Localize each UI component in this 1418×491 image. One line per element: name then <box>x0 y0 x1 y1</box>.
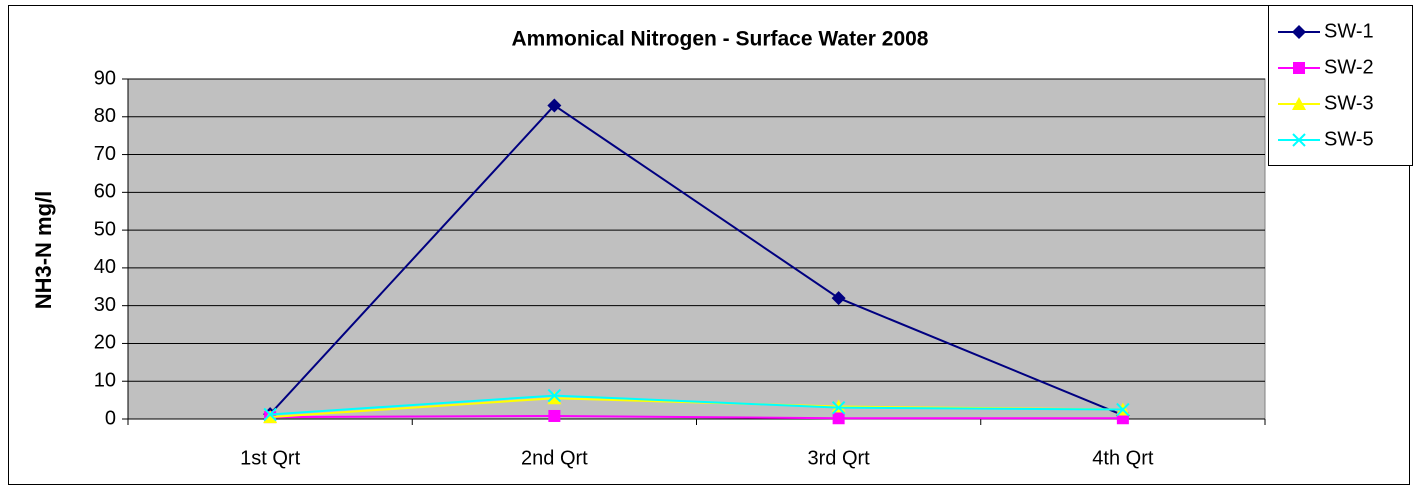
marker <box>832 412 845 425</box>
legend-label: SW-5 <box>1324 128 1374 150</box>
legend-marker <box>1292 133 1306 147</box>
series-line <box>270 394 1123 416</box>
marker <box>831 399 846 413</box>
x-tick-label: 1st Qrt <box>240 447 300 469</box>
legend-label: SW-1 <box>1324 20 1374 42</box>
y-tick-label: 30 <box>94 294 116 316</box>
marker <box>831 291 846 306</box>
marker <box>547 98 562 113</box>
y-tick-label: 50 <box>94 218 116 240</box>
legend-label: SW-3 <box>1324 92 1374 114</box>
legend-label: SW-2 <box>1324 56 1374 78</box>
marker <box>547 391 562 405</box>
y-tick-label: 10 <box>94 370 116 392</box>
y-tick-label: 20 <box>94 332 116 354</box>
y-tick-label: 70 <box>94 143 116 165</box>
x-tick-label: 4th Qrt <box>1092 447 1154 469</box>
marker <box>263 410 278 424</box>
y-tick-label: 60 <box>94 181 116 203</box>
legend-marker <box>1292 97 1306 110</box>
legend-marker <box>1293 62 1305 74</box>
x-tick-label: 3rd Qrt <box>808 447 871 469</box>
marker <box>548 409 561 422</box>
y-tick-label: 80 <box>94 105 116 127</box>
y-tick-label: 40 <box>94 256 116 278</box>
marker <box>831 400 846 415</box>
series-line <box>269 104 1124 417</box>
marker <box>547 388 562 403</box>
marker <box>1116 402 1130 417</box>
chart-title: Ammonical Nitrogen - Surface Water 2008 <box>511 28 928 51</box>
legend-marker <box>1292 25 1306 39</box>
y-axis-label: NH3-N mg/l <box>31 191 56 310</box>
y-tick-label: 0 <box>105 407 116 429</box>
y-tick-label: 90 <box>94 67 116 89</box>
x-tick-label: 2nd Qrt <box>521 447 588 469</box>
series-line <box>270 414 1123 420</box>
marker <box>263 407 277 422</box>
plot-area <box>127 78 1266 420</box>
